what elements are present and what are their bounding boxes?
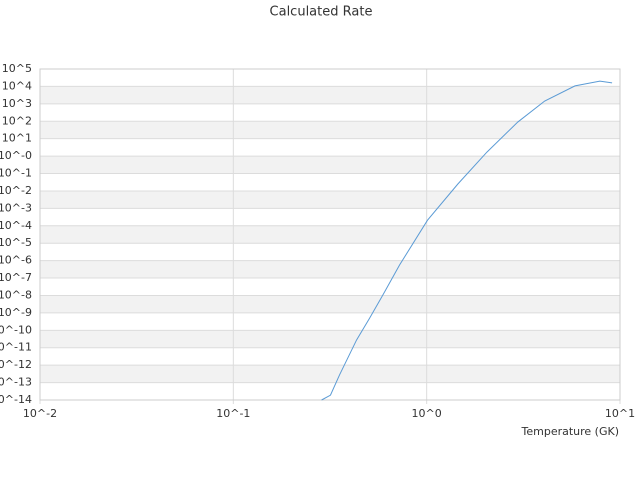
x-tick-label: 10^0 (412, 407, 442, 420)
y-tick-label: 10^5 (2, 62, 32, 75)
grid-band (40, 330, 620, 348)
y-tick-label: 10^-12 (0, 358, 32, 371)
y-tick-label: 10^-2 (0, 184, 32, 197)
y-tick-label: 10^-6 (0, 254, 32, 267)
y-tick-label: 10^-3 (0, 201, 32, 214)
y-tick-label: 10^-10 (0, 323, 32, 336)
y-tick-label: 10^3 (2, 97, 32, 110)
grid-band (40, 86, 620, 104)
grid-band (40, 190, 620, 209)
y-tick-label: 10^-4 (0, 219, 32, 232)
y-tick-label: 10^-11 (0, 341, 32, 354)
grid-band (40, 260, 620, 279)
plot-background (40, 86, 620, 383)
grid-band (40, 121, 620, 139)
y-tick-label: 10^-0 (0, 149, 32, 162)
x-axis-label: Temperature (GK) (521, 425, 620, 438)
y-tick-label: 10^-8 (0, 288, 32, 301)
y-tick-label: 10^-7 (0, 271, 32, 284)
y-tick-label: 10^-9 (0, 306, 32, 319)
data-line (321, 80, 613, 401)
y-tick-label: 10^1 (2, 132, 32, 145)
chart-title: Calculated Rate (270, 5, 373, 20)
x-tick-label: 10^-1 (216, 407, 250, 420)
grid-band (40, 156, 620, 174)
x-tick-label: 10^1 (605, 407, 635, 420)
grid-band (40, 295, 620, 313)
y-tick-label: 10^-5 (0, 236, 32, 249)
x-tick-label: 10^-2 (23, 407, 57, 420)
y-tick-label: 10^-14 (0, 393, 32, 406)
grid-band (40, 365, 620, 383)
y-tick-label: 10^2 (2, 114, 32, 127)
y-tick-label: 10^-1 (0, 167, 32, 180)
plot-frame (39, 68, 621, 401)
grid-band (40, 225, 620, 244)
y-tick-label: 10^-13 (0, 376, 32, 389)
y-tick-label: 10^4 (2, 79, 32, 92)
